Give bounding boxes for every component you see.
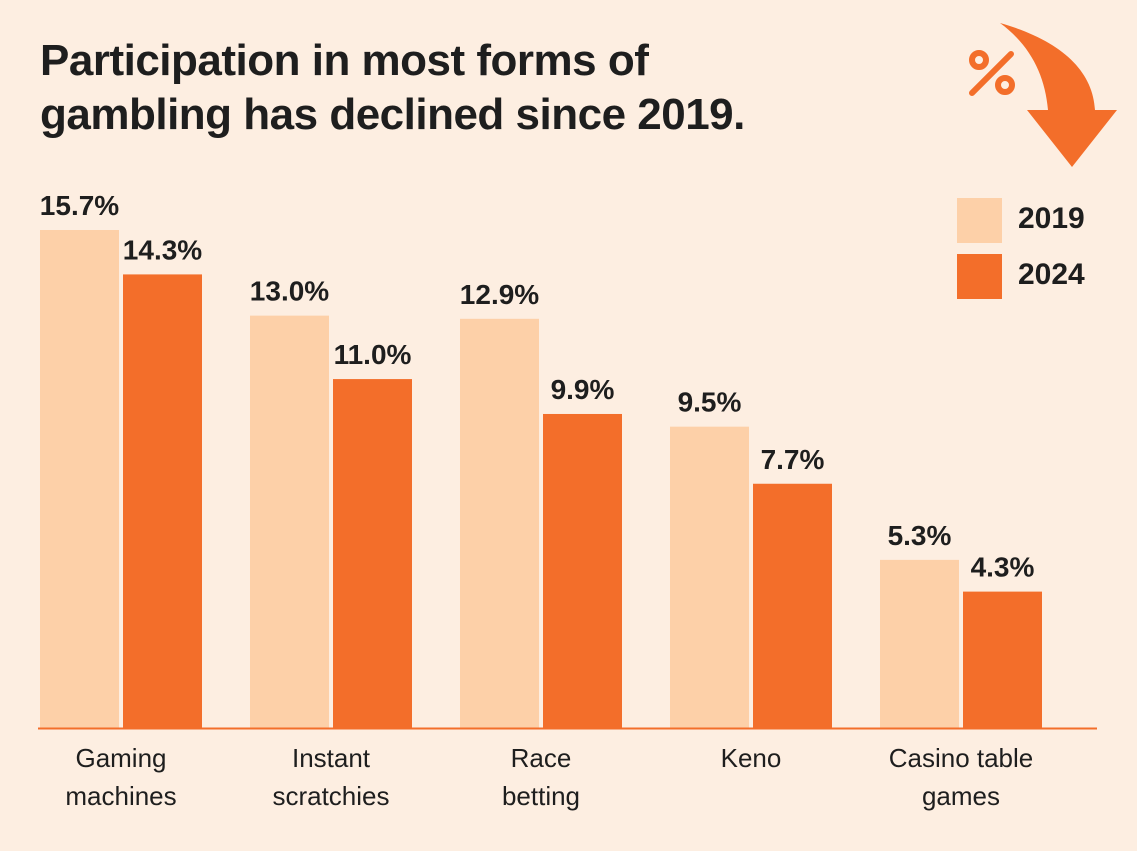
data-label: 11.0% xyxy=(334,339,412,370)
bar-2019 xyxy=(880,559,959,728)
category-label: Gaming xyxy=(75,743,166,773)
bar-2019 xyxy=(250,315,329,728)
category-label: machines xyxy=(65,781,176,811)
bar-2024 xyxy=(543,413,622,728)
bar-2024 xyxy=(963,591,1042,728)
data-label: 5.3% xyxy=(888,520,952,551)
title-line: gambling has declined since 2019. xyxy=(40,90,745,139)
legend-swatch-2024 xyxy=(957,254,1002,299)
category-label: Casino table xyxy=(889,743,1034,773)
bar-2024 xyxy=(753,483,832,728)
data-label: 14.3% xyxy=(123,234,202,265)
data-label: 9.9% xyxy=(551,374,615,405)
bar-2019 xyxy=(460,318,539,728)
data-label: 4.3% xyxy=(971,552,1035,583)
chart-title: Participation in most forms of gambling … xyxy=(40,34,745,142)
title-line: Participation in most forms of xyxy=(40,36,649,85)
legend-label: 2019 xyxy=(1018,202,1085,235)
data-label: 12.9% xyxy=(460,279,539,310)
data-label: 15.7% xyxy=(40,190,119,221)
category-label: Keno xyxy=(721,743,782,773)
bar-2019 xyxy=(670,426,749,728)
percent-down-arrow-icon xyxy=(969,23,1117,167)
category-label: scratchies xyxy=(272,781,389,811)
category-label: betting xyxy=(502,781,580,811)
data-label: 13.0% xyxy=(250,276,329,307)
category-label: Instant xyxy=(292,743,371,773)
legend-swatch-2019 xyxy=(957,198,1002,243)
bar-2024 xyxy=(123,274,202,728)
data-label: 7.7% xyxy=(761,444,825,475)
data-label: 9.5% xyxy=(678,387,742,418)
bar-2019 xyxy=(40,230,119,728)
category-label: Race xyxy=(511,743,572,773)
category-label: games xyxy=(922,781,1000,811)
bar-2024 xyxy=(333,379,412,728)
legend-label: 2024 xyxy=(1018,258,1085,291)
